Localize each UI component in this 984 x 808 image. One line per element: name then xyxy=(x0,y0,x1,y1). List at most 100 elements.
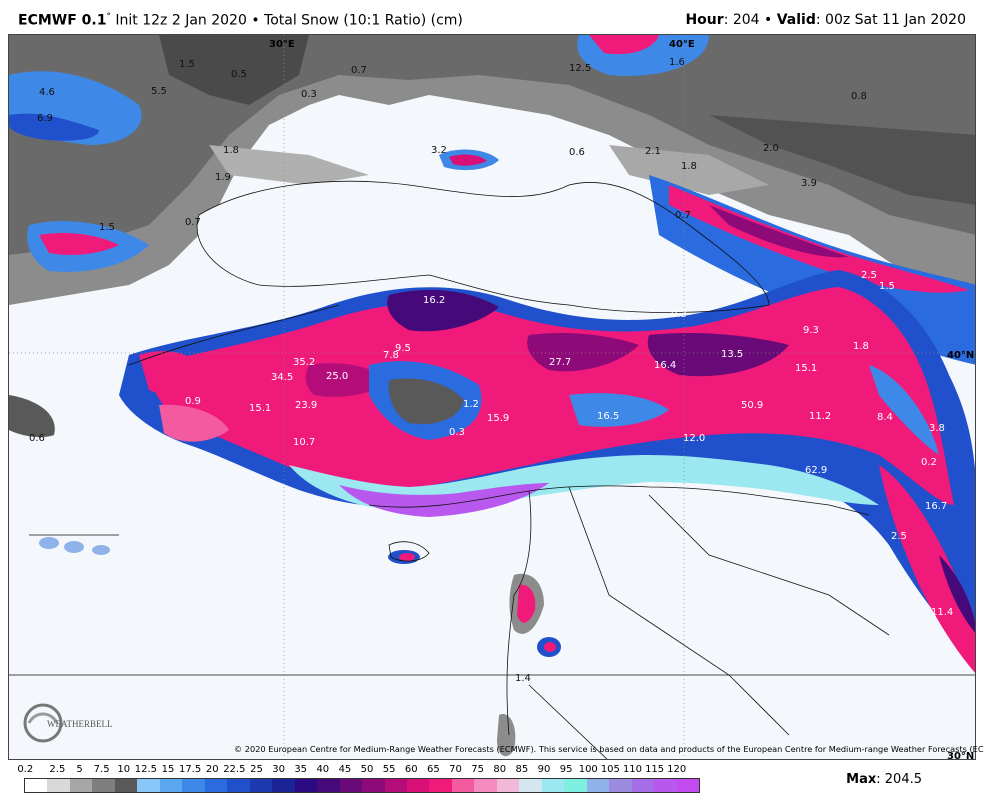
legend-tick-label: 45 xyxy=(338,764,352,775)
legend-tick-label: 55 xyxy=(382,764,396,775)
map-value-label: 7.8 xyxy=(383,350,399,361)
graticule xyxy=(9,35,975,759)
hour-value: : 204 • xyxy=(723,12,777,28)
legend-tick-label: 0.2 xyxy=(17,764,34,775)
lon-label-30e: 30°E xyxy=(269,39,295,50)
map-value-label: 0.1 xyxy=(743,285,759,296)
map-value-label: 0.7 xyxy=(351,65,367,76)
map-value-label: 34.5 xyxy=(271,372,293,383)
lat-label-40n: 40°N xyxy=(947,350,974,361)
model-name: ECMWF 0.1 xyxy=(18,12,107,29)
map-value-label: 10.7 xyxy=(293,437,315,448)
colorbar-swatch xyxy=(114,779,138,792)
colorbar-swatch xyxy=(294,779,318,792)
map-value-label: 2.0 xyxy=(763,143,779,154)
colorbar-swatch xyxy=(47,779,70,792)
colorbar-swatch xyxy=(564,779,587,792)
colorbar-swatch xyxy=(474,779,497,792)
colorbar-swatch xyxy=(406,779,430,792)
legend-tick-label: 35 xyxy=(294,764,308,775)
legend-tick-label: 65 xyxy=(427,764,440,775)
map-value-label: 16.5 xyxy=(597,411,619,422)
map-value-label: 1.5 xyxy=(879,281,895,292)
map-value-label: 1.5 xyxy=(179,59,195,70)
map-value-label: 11.4 xyxy=(931,607,953,618)
map-value-label: 16.4 xyxy=(654,360,676,371)
map-value-label: 0.6 xyxy=(569,147,585,158)
legend-tick-label: 2.5 xyxy=(49,764,66,775)
legend-tick-label: 20 xyxy=(205,764,219,775)
snow-map: 30°E 40°E 40°N 30°N 1.5 0.5 0.7 4.6 5.5 6.9 0.… xyxy=(8,34,976,760)
legend-tick-label: 95 xyxy=(559,764,573,775)
colorbar-swatch xyxy=(451,779,475,792)
colorbar-swatch xyxy=(249,779,273,792)
legend-tick-label: 70 xyxy=(449,764,462,775)
valid-time: Hour: 204 • Valid: 00z Sat 11 Jan 2020 xyxy=(685,12,966,28)
lon-label-40e: 40°E xyxy=(669,39,695,50)
boundaries xyxy=(9,180,975,759)
map-value-label: 13.5 xyxy=(721,349,743,360)
map-value-label: 0.7 xyxy=(675,210,691,221)
map-value-label: 27.7 xyxy=(549,357,571,368)
map-value-label: 15.1 xyxy=(795,363,817,374)
map-value-label: 2.1 xyxy=(645,146,661,157)
map-value-label: 0.8 xyxy=(851,91,867,102)
map-value-label: 50.9 xyxy=(741,400,763,411)
legend-tick-label: 25 xyxy=(250,764,263,775)
map-value-label: 1.4 xyxy=(515,673,531,684)
map-value-label: 1.9 xyxy=(215,172,231,183)
map-value-label: 9.3 xyxy=(803,325,819,336)
map-value-label: 0.3 xyxy=(449,427,465,438)
max-label: Max xyxy=(846,772,877,787)
northern-snow-area xyxy=(9,35,975,305)
map-canvas: 30°E 40°E 40°N 30°N 1.5 0.5 0.7 4.6 5.5 6.9 0.… xyxy=(9,35,975,760)
legend-tick-label: 120 xyxy=(667,764,687,775)
colorbar-swatch xyxy=(586,779,610,792)
value-labels: 1.5 0.5 0.7 4.6 5.5 6.9 0.3 1.8 12.5 1.6 0.8 3.2 0.6… xyxy=(29,57,953,684)
max-number: : 204.5 xyxy=(876,772,922,787)
legend-tick-label: 7.5 xyxy=(93,764,110,775)
map-value-label: 6.9 xyxy=(37,113,53,124)
init-text: Init 12z 2 Jan 2020 • Total Snow (10:1 R… xyxy=(110,12,463,29)
map-value-label: 2.5 xyxy=(891,531,907,542)
map-value-label: 5.5 xyxy=(151,86,167,97)
map-value-label: 4.6 xyxy=(39,87,55,98)
map-value-label: 8.4 xyxy=(877,412,893,423)
map-value-label: 2.5 xyxy=(861,270,877,281)
map-value-label: 16.2 xyxy=(423,295,445,306)
colorbar-swatch xyxy=(609,779,632,792)
map-value-label: 0.5 xyxy=(231,69,247,80)
colorbar-swatch xyxy=(676,779,700,792)
map-value-label: 0.3 xyxy=(671,309,687,320)
legend-tick-label: 90 xyxy=(537,764,551,775)
degree-symbol: ° xyxy=(106,12,111,22)
legend-tick-label: 50 xyxy=(360,764,374,775)
map-value-label: 16.7 xyxy=(925,501,947,512)
legend-tick-label: 17.5 xyxy=(178,764,202,775)
valid-value: : 00z Sat 11 Jan 2020 xyxy=(815,12,966,28)
map-value-label: 1.8 xyxy=(681,161,697,172)
chart-title: ECMWF 0.1° Init 12z 2 Jan 2020 • Total S… xyxy=(18,12,463,29)
colorbar-swatch xyxy=(496,779,520,792)
colorbar-swatch xyxy=(631,779,655,792)
map-value-label: 9.5 xyxy=(395,343,411,354)
central-plateau xyxy=(369,361,669,440)
map-value-label: 0.6 xyxy=(29,433,45,444)
map-value-label: 0.7 xyxy=(185,217,201,228)
max-value: Max: 204.5 xyxy=(846,772,922,787)
map-value-label: 0.3 xyxy=(301,89,317,100)
legend-tick-label: 60 xyxy=(404,764,418,775)
copyright-notice: © 2020 European Centre for Medium-Range … xyxy=(234,744,984,754)
colorbar-swatch xyxy=(384,779,407,792)
black-sea xyxy=(197,181,770,313)
map-value-label: 11.2 xyxy=(809,411,831,422)
lat-label-30n: 30°N xyxy=(947,751,974,760)
legend-tick-label: 105 xyxy=(600,764,620,775)
map-value-label: 1.5 xyxy=(99,222,115,233)
legend-tick-label: 15 xyxy=(161,764,175,775)
colorbar-swatch xyxy=(204,779,228,792)
map-value-label: 12.5 xyxy=(569,63,591,74)
map-value-label: 3.8 xyxy=(929,423,945,434)
map-value-label: 3.2 xyxy=(431,145,447,156)
legend-tick-label: 110 xyxy=(622,764,643,775)
